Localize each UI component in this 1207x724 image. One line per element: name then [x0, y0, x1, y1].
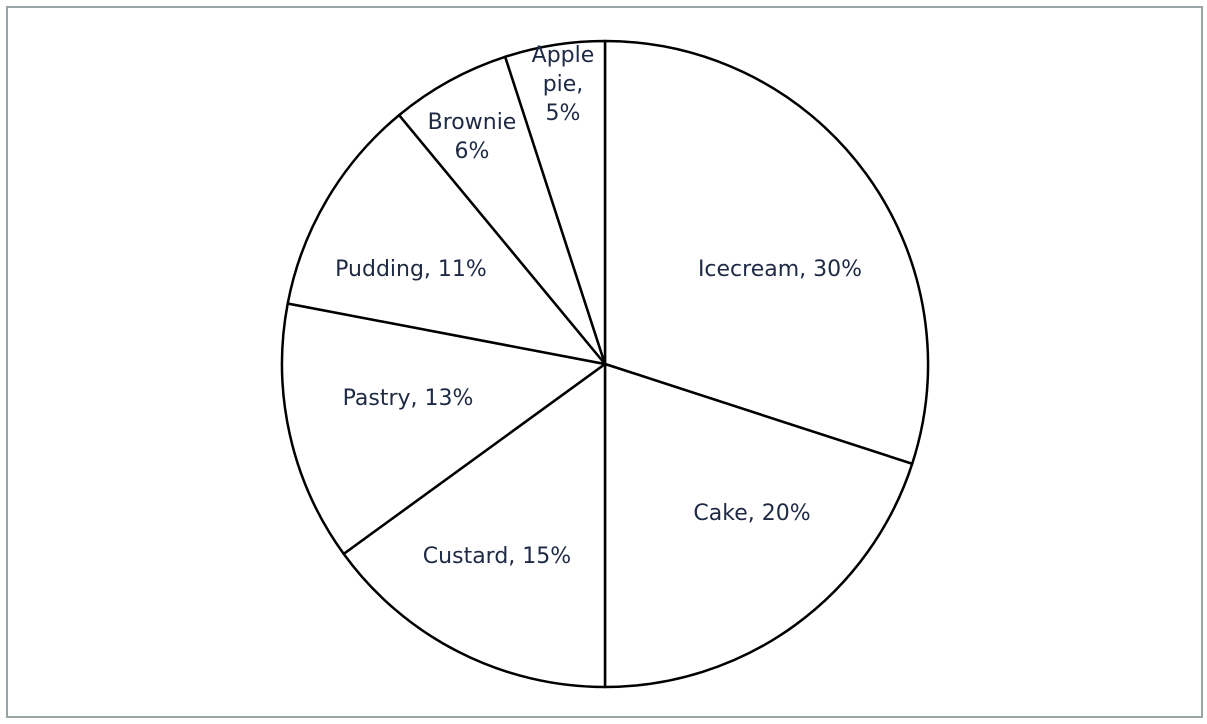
pie-slice-label-4: Pastry, 13%: [343, 386, 474, 411]
pie-slice-label-1: Icecream, 30%: [698, 257, 862, 282]
pie-slice-label-6: Brownie 6%: [428, 110, 517, 164]
pie-labels: Icecream, 30% Cake, 20% Custard, 15% Pastry…: [335, 43, 862, 569]
pie-slice-3: [342, 362, 607, 689]
pie-slice-2: [603, 362, 914, 689]
pie-slice-4: [280, 302, 607, 556]
pie-slice-1: [603, 39, 930, 466]
pie-slice-6: [397, 55, 607, 366]
pie-slice-7: [503, 39, 607, 366]
pie-slice-5: [286, 113, 607, 366]
pie-slices: [280, 39, 930, 689]
pie-slice-label-3: Custard, 15%: [423, 544, 571, 569]
pie-slice-label-2: Cake, 20%: [693, 501, 810, 526]
pie-slice-label-5: Pudding, 11%: [335, 257, 487, 282]
pie-slice-label-7: Apple pie, 5%: [532, 43, 595, 126]
